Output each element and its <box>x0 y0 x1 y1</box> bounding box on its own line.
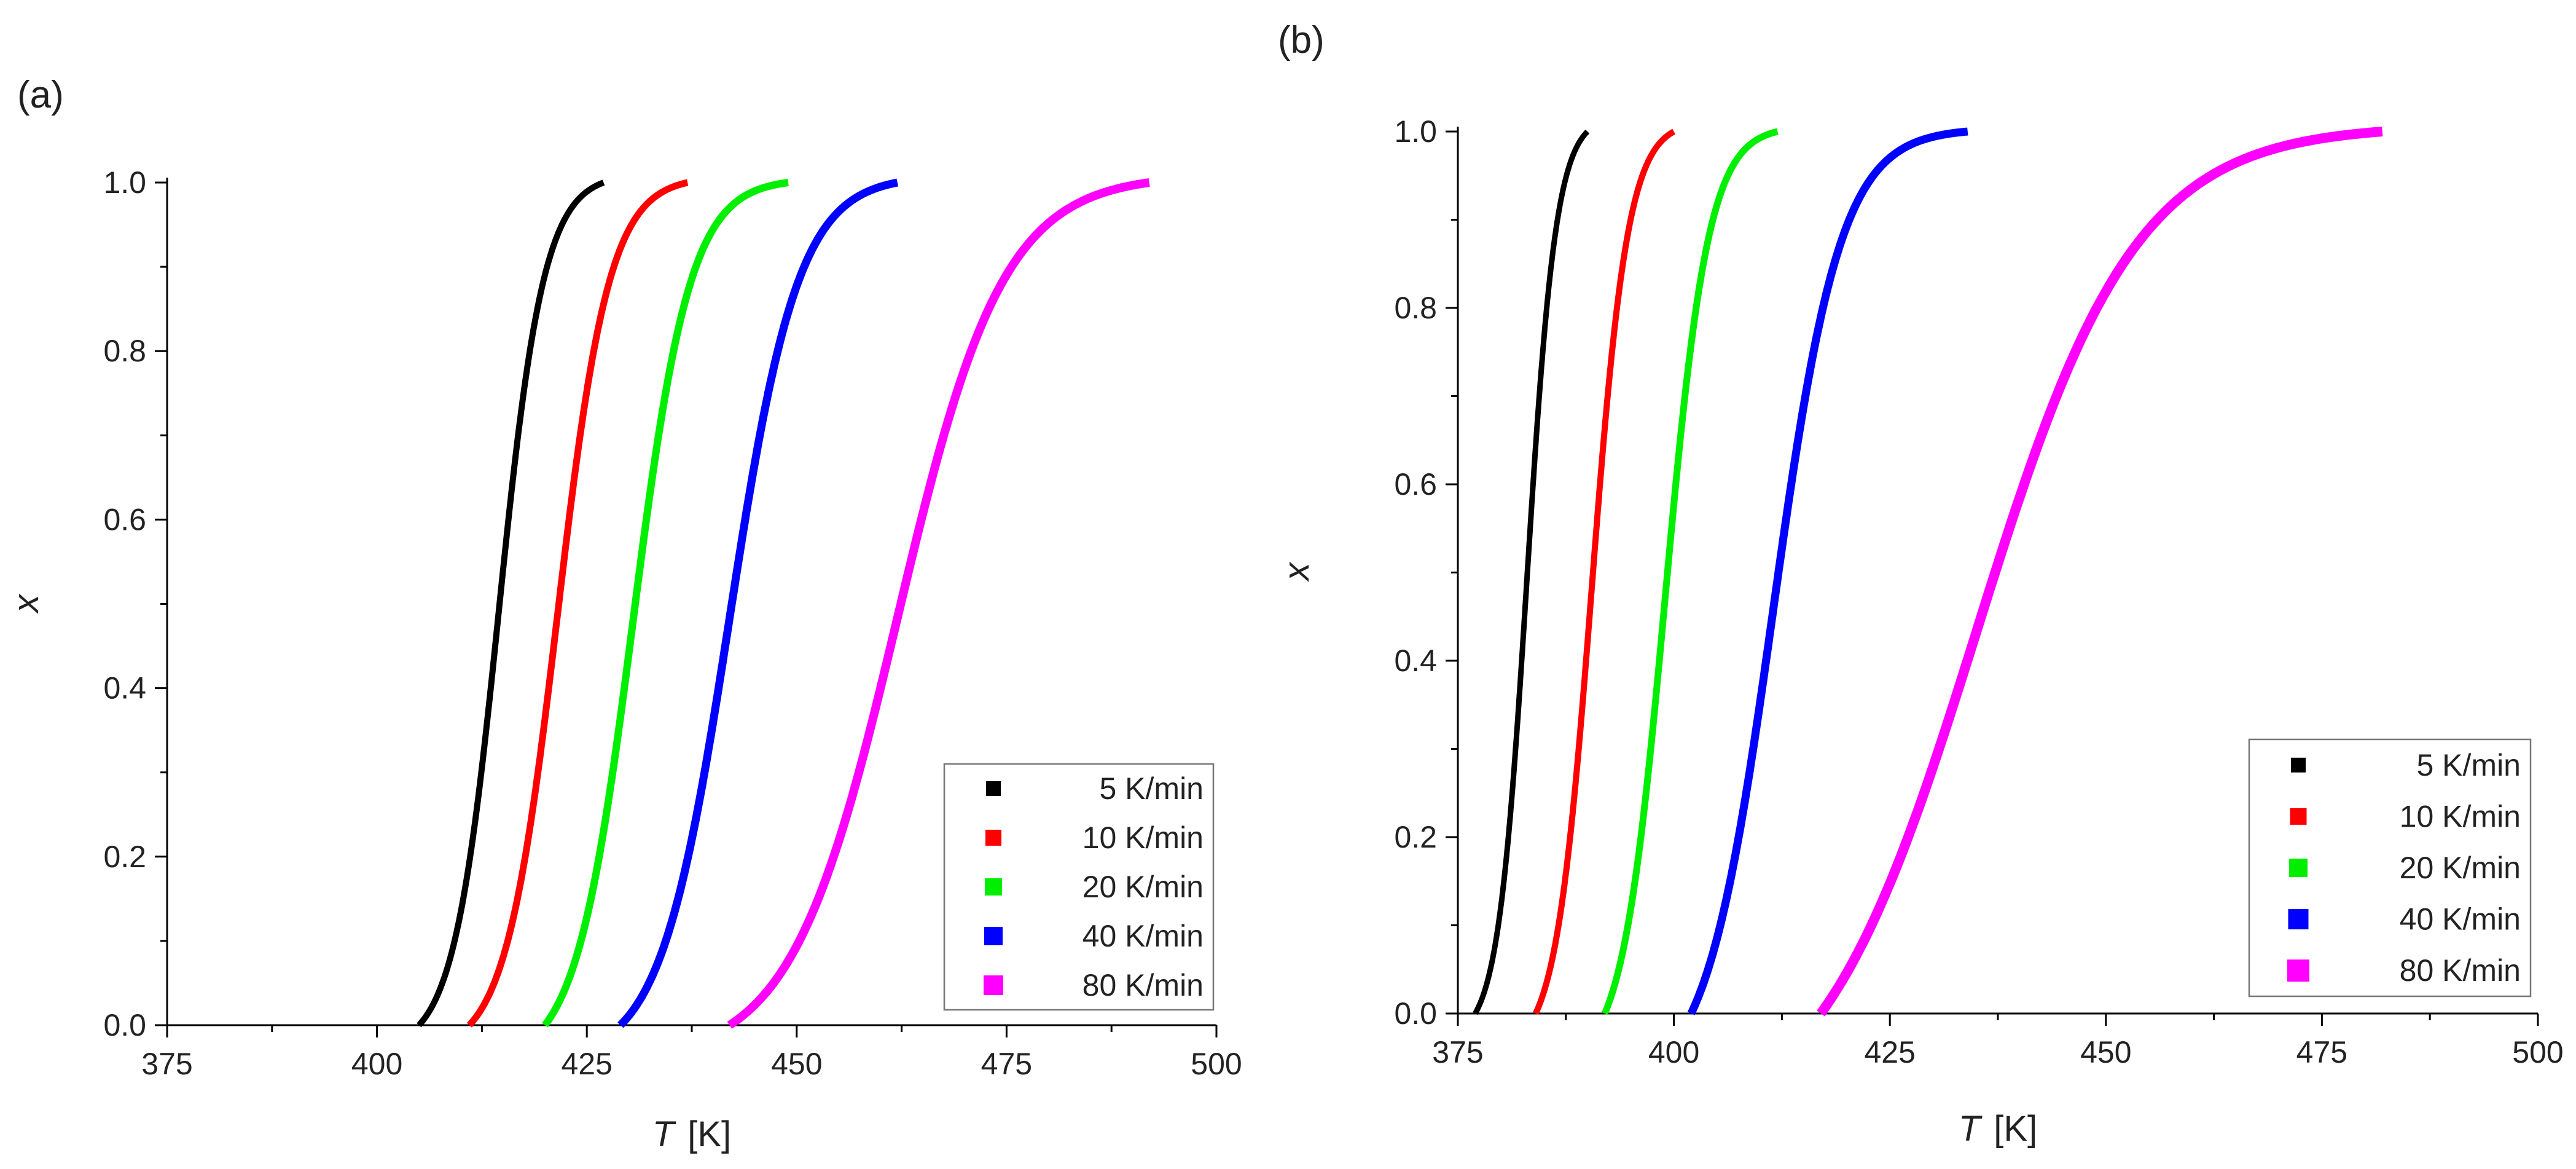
chart-panel-b: 375 400 425 450 475 500 0.0 0.2 0.4 0.6 0.8 1.0 T [K]… <box>1277 19 2564 1149</box>
legend-label: 5 K/min <box>1099 771 1204 806</box>
series-line-10-k-min <box>1533 128 1677 1015</box>
legend-label: 10 K/min <box>1082 821 1204 855</box>
series-line-40-k-min <box>1687 127 1971 1015</box>
x-axis-title: T [K] <box>652 1114 731 1154</box>
y-tick-label: 0.4 <box>103 671 146 706</box>
y-tick-label: 0.8 <box>1394 291 1437 325</box>
legend-label: 40 K/min <box>2400 902 2521 937</box>
x-tick-label: 425 <box>1864 1035 1915 1069</box>
x-axis-unit: [K] <box>1994 1109 2037 1149</box>
x-tick-label: 475 <box>2296 1035 2347 1069</box>
legend-marker <box>2289 859 2308 877</box>
x-axis-unit: [K] <box>687 1114 731 1154</box>
x-axis-title: T [K] <box>1959 1109 2037 1149</box>
legend: 5 K/min 10 K/min 20 K/min 40 K/min 80 K/min <box>2248 738 2532 998</box>
series-line-5-k-min <box>417 179 606 1028</box>
x-tick-label: 500 <box>1191 1047 1242 1081</box>
x-tick-label: 375 <box>1432 1035 1483 1069</box>
legend-marker <box>986 781 1001 796</box>
y-tick-label: 0.6 <box>103 502 146 537</box>
series-line-5-k-min <box>1473 129 1590 1016</box>
legend-marker <box>984 975 1003 995</box>
legend-label: 20 K/min <box>2400 851 2521 885</box>
y-tick-label: 1.0 <box>103 165 146 200</box>
legend-label: 5 K/min <box>2416 748 2521 782</box>
y-axis-title: x <box>6 594 46 615</box>
chart-panel-a: 375 400 425 450 475 500 0.0 0.2 0.4 0.6 0.8 1.0 T [K]… <box>6 74 1242 1154</box>
x-tick-label: 475 <box>981 1047 1032 1081</box>
y-tick-label: 0.4 <box>1394 644 1437 678</box>
y-axis-title: x <box>1277 562 1317 583</box>
panel-label: (a) <box>17 74 64 116</box>
legend-label: 10 K/min <box>2400 799 2521 833</box>
legend-marker <box>985 878 1002 895</box>
y-tick-label: 1.0 <box>1394 114 1437 149</box>
y-tick-label: 0.8 <box>103 334 146 368</box>
legend-marker <box>2287 959 2309 982</box>
legend-marker <box>2288 909 2309 930</box>
y-tick-label: 0.2 <box>1394 820 1437 854</box>
y-tick-label: 0.2 <box>103 840 146 874</box>
y-tick-label: 0.6 <box>1394 467 1437 502</box>
x-tick-label: 400 <box>351 1047 402 1081</box>
x-axis-symbol: T <box>1959 1109 1983 1149</box>
x-tick-label: 400 <box>1648 1035 1699 1069</box>
x-tick-label: 500 <box>2512 1035 2563 1069</box>
x-tick-label: 450 <box>771 1047 822 1081</box>
legend-marker <box>2291 757 2306 773</box>
legend-label: 20 K/min <box>1082 870 1204 904</box>
panel-label: (b) <box>1278 19 1325 61</box>
x-tick-label: 425 <box>561 1047 612 1081</box>
series-line-20-k-min <box>542 179 791 1028</box>
y-tick-label: 0.0 <box>103 1008 146 1042</box>
series-line-20-k-min <box>1602 128 1780 1015</box>
series-line-10-k-min <box>466 179 691 1028</box>
series-line-40-k-min <box>617 178 901 1028</box>
legend-marker <box>2290 808 2307 825</box>
y-tick-label: 0.0 <box>1394 996 1437 1031</box>
series-line-80-k-min <box>727 178 1152 1029</box>
x-tick-label: 375 <box>141 1047 192 1081</box>
legend-marker <box>985 830 1001 846</box>
legend-label: 40 K/min <box>1082 919 1204 953</box>
legend-marker <box>984 927 1003 945</box>
series-line-80-k-min <box>1817 127 2385 1017</box>
legend: 5 K/min 10 K/min 20 K/min 40 K/min 80 K/min <box>943 763 1215 1011</box>
legend-label: 80 K/min <box>2400 953 2521 988</box>
x-axis-symbol: T <box>652 1114 676 1154</box>
legend-label: 80 K/min <box>1082 968 1204 1002</box>
x-tick-label: 450 <box>2080 1035 2131 1069</box>
